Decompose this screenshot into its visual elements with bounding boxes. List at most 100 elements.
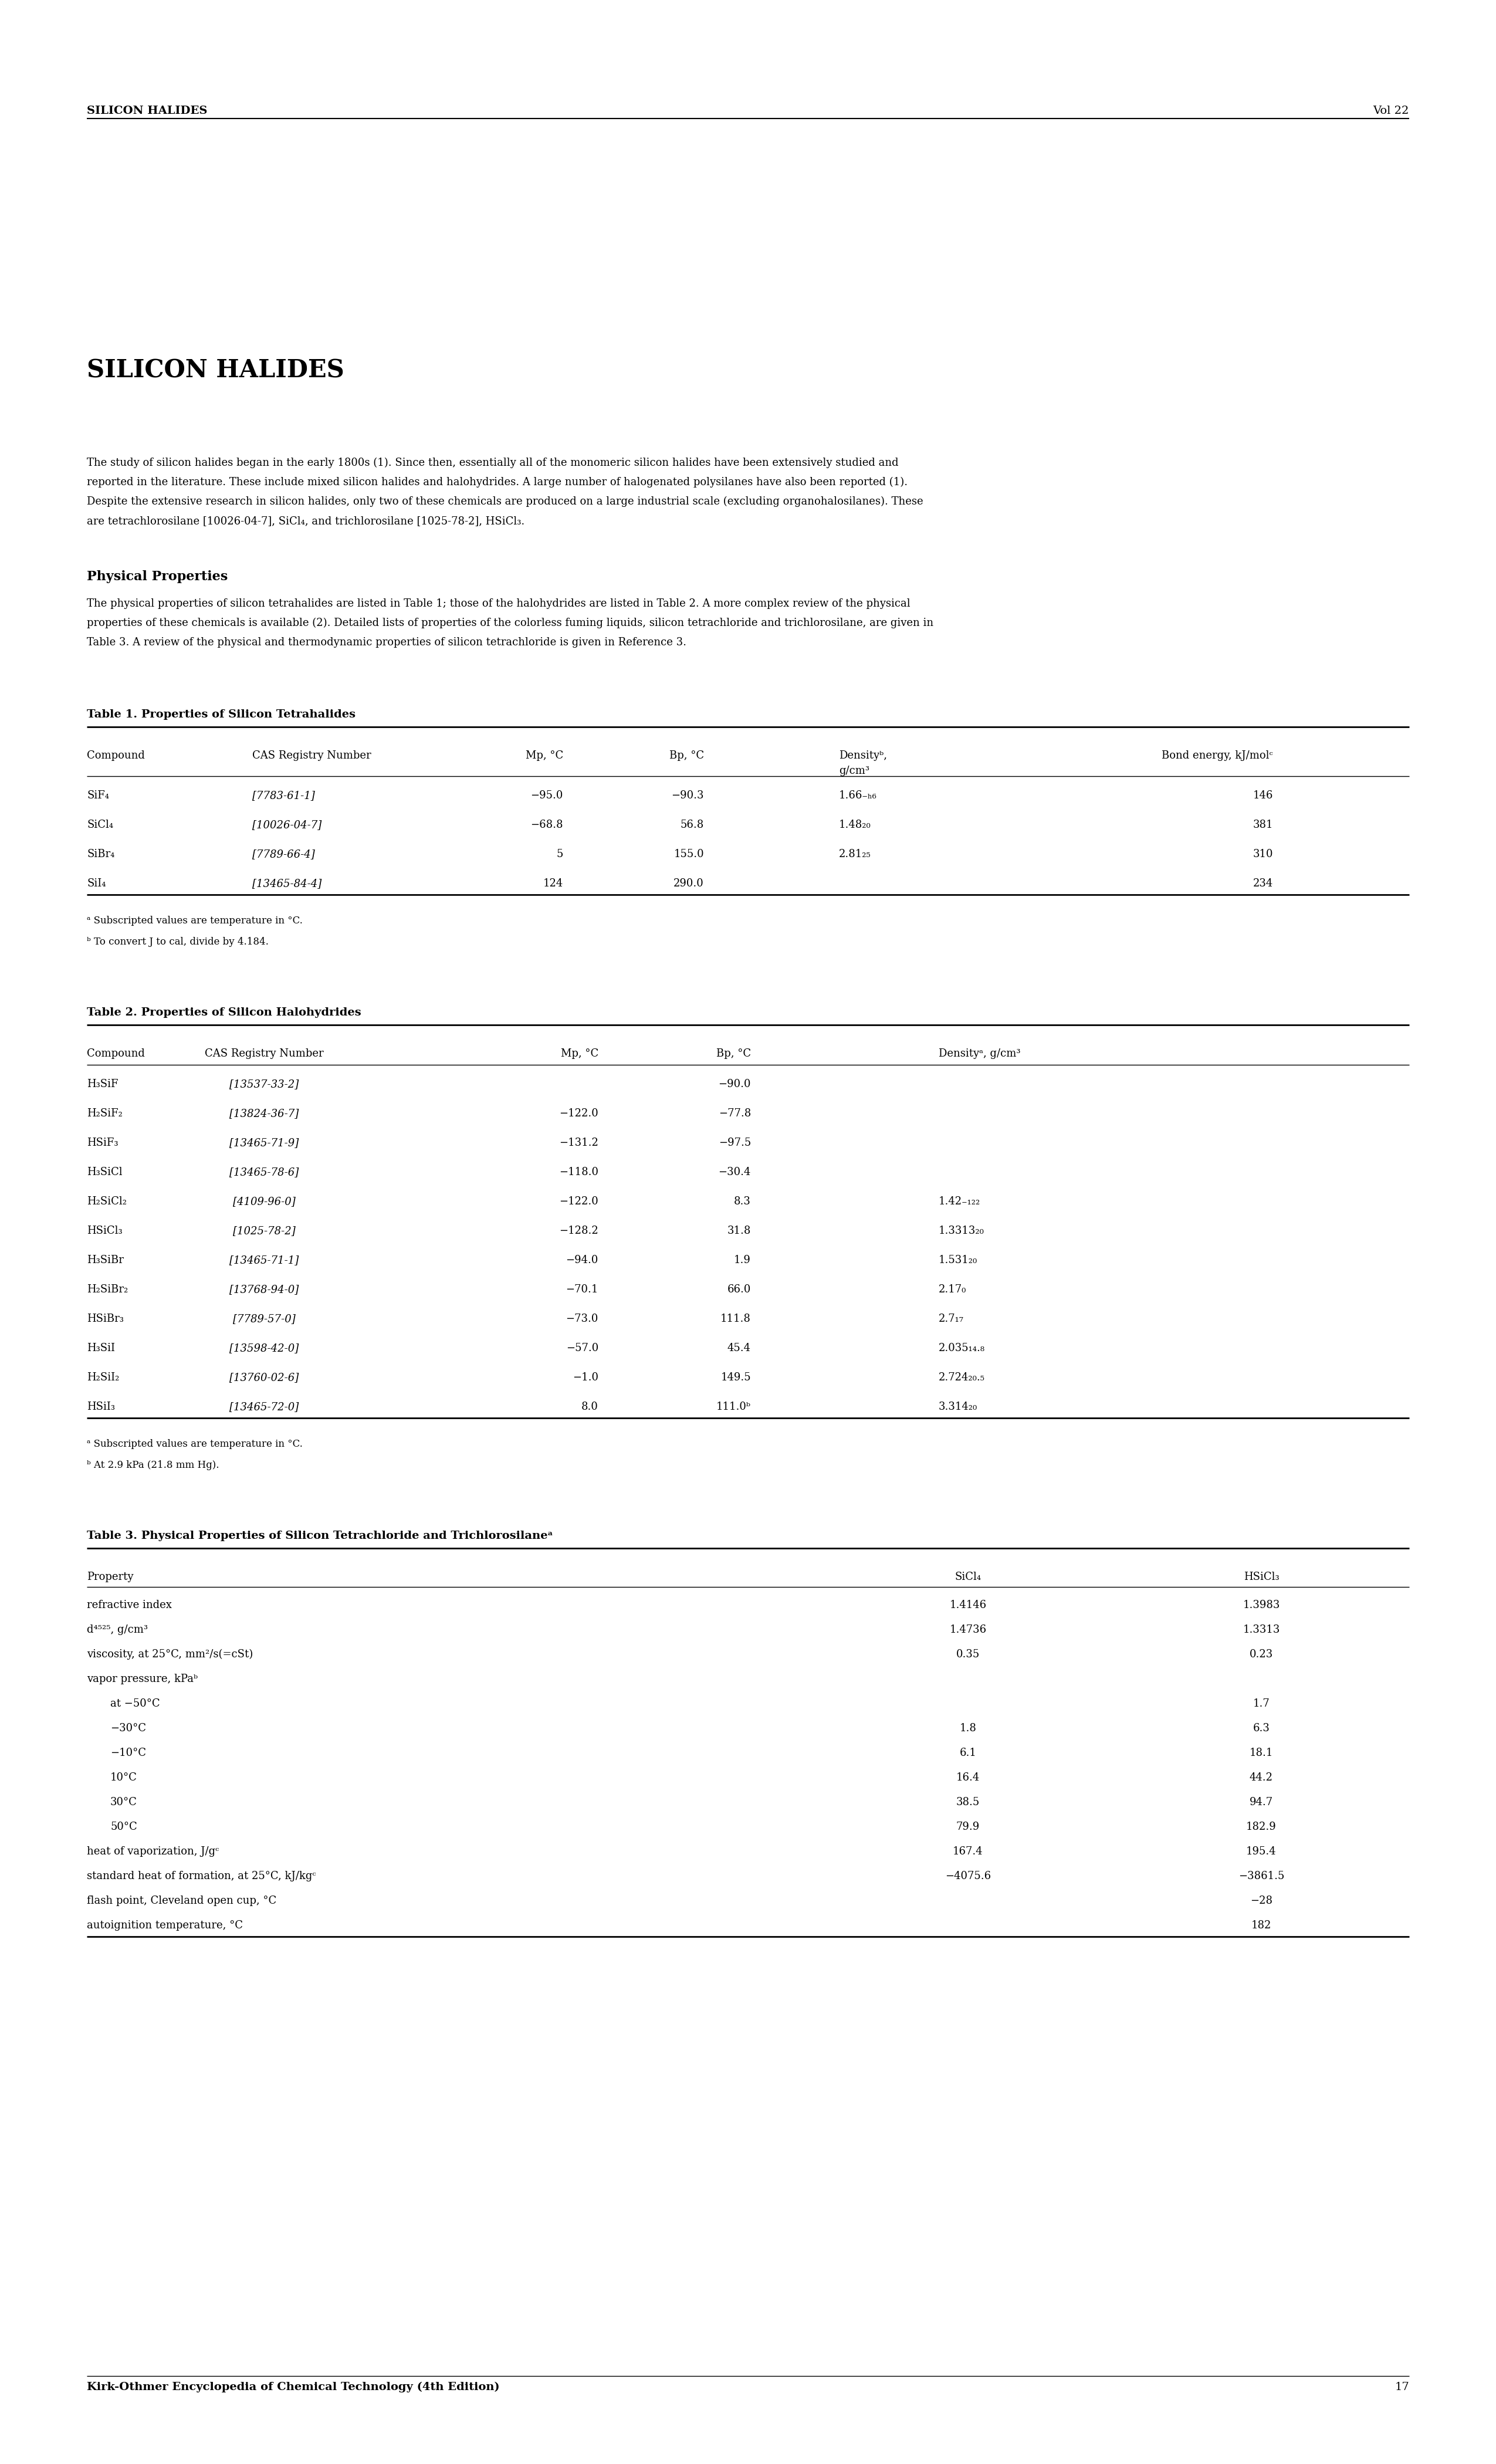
Text: 18.1: 18.1 (1249, 1747, 1273, 1759)
Text: 1.4146: 1.4146 (950, 1599, 986, 1611)
Text: 290.0: 290.0 (673, 877, 705, 890)
Text: 1.7: 1.7 (1252, 1698, 1270, 1710)
Text: 56.8: 56.8 (681, 821, 705, 830)
Text: 2.17₀: 2.17₀ (938, 1284, 966, 1294)
Text: 381: 381 (1252, 821, 1273, 830)
Text: H₂SiF₂: H₂SiF₂ (87, 1109, 123, 1119)
Text: 155.0: 155.0 (673, 850, 705, 860)
Text: SILICON HALIDES: SILICON HALIDES (87, 357, 344, 382)
Text: Property: Property (87, 1572, 133, 1582)
Text: viscosity, at 25°C, mm²/s(=cSt): viscosity, at 25°C, mm²/s(=cSt) (87, 1648, 253, 1661)
Text: Table 3. A review of the physical and thermodynamic properties of silicon tetrac: Table 3. A review of the physical and th… (87, 638, 687, 648)
Text: ᵃ Subscripted values are temperature in °C.: ᵃ Subscripted values are temperature in … (87, 917, 302, 926)
Text: 195.4: 195.4 (1246, 1846, 1276, 1858)
Text: H₃SiBr: H₃SiBr (87, 1254, 124, 1266)
Text: [13760-02-6]: [13760-02-6] (229, 1372, 299, 1382)
Text: [13768-94-0]: [13768-94-0] (229, 1284, 299, 1294)
Text: The study of silicon halides began in the early 1800s (1). Since then, essential: The study of silicon halides began in th… (87, 458, 899, 468)
Text: ᵇ At 2.9 kPa (21.8 mm Hg).: ᵇ At 2.9 kPa (21.8 mm Hg). (87, 1461, 218, 1471)
Text: Densityᵃ, g/cm³: Densityᵃ, g/cm³ (938, 1047, 1020, 1060)
Text: [13465-72-0]: [13465-72-0] (229, 1402, 299, 1412)
Text: Mp, °C: Mp, °C (525, 752, 562, 761)
Text: HSiF₃: HSiF₃ (87, 1138, 118, 1148)
Text: HSiCl₃: HSiCl₃ (87, 1225, 123, 1237)
Text: 30°C: 30°C (111, 1796, 138, 1809)
Text: SiCl₄: SiCl₄ (954, 1572, 981, 1582)
Text: 167.4: 167.4 (953, 1846, 983, 1858)
Text: 6.1: 6.1 (959, 1747, 977, 1759)
Text: 6.3: 6.3 (1252, 1722, 1270, 1735)
Text: −128.2: −128.2 (560, 1225, 598, 1237)
Text: properties of these chemicals is available (2). Detailed lists of properties of : properties of these chemicals is availab… (87, 618, 934, 628)
Text: g/cm³: g/cm³ (839, 766, 869, 776)
Text: 2.724₂₀.₅: 2.724₂₀.₅ (938, 1372, 984, 1382)
Text: 31.8: 31.8 (727, 1225, 751, 1237)
Text: Physical Properties: Physical Properties (87, 569, 227, 584)
Text: 2.7₁₇: 2.7₁₇ (938, 1313, 963, 1323)
Text: Table 2. Properties of Silicon Halohydrides: Table 2. Properties of Silicon Halohydri… (87, 1008, 361, 1018)
Text: Table 1. Properties of Silicon Tetrahalides: Table 1. Properties of Silicon Tetrahali… (87, 710, 356, 719)
Text: Vol 22: Vol 22 (1373, 106, 1409, 116)
Text: −118.0: −118.0 (560, 1168, 598, 1178)
Text: 1.8: 1.8 (959, 1722, 977, 1735)
Text: −30°C: −30°C (111, 1722, 147, 1735)
Text: 44.2: 44.2 (1249, 1772, 1273, 1784)
Text: 16.4: 16.4 (956, 1772, 980, 1784)
Text: SiI₄: SiI₄ (87, 877, 106, 890)
Text: 8.3: 8.3 (735, 1195, 751, 1207)
Text: [4109-96-0]: [4109-96-0] (233, 1195, 295, 1207)
Text: H₂SiI₂: H₂SiI₂ (87, 1372, 120, 1382)
Text: H₃SiI: H₃SiI (87, 1343, 115, 1353)
Text: Kirk-Othmer Encyclopedia of Chemical Technology (4th Edition): Kirk-Othmer Encyclopedia of Chemical Tec… (87, 2383, 500, 2393)
Text: H₂SiCl₂: H₂SiCl₂ (87, 1195, 127, 1207)
Text: vapor pressure, kPaᵇ: vapor pressure, kPaᵇ (87, 1673, 197, 1685)
Text: 1.531₂₀: 1.531₂₀ (938, 1254, 977, 1266)
Text: heat of vaporization, J/gᶜ: heat of vaporization, J/gᶜ (87, 1846, 218, 1858)
Text: 182: 182 (1251, 1919, 1272, 1932)
Text: 1.3983: 1.3983 (1243, 1599, 1281, 1611)
Text: 111.0ᵇ: 111.0ᵇ (717, 1402, 751, 1412)
Text: −122.0: −122.0 (560, 1109, 598, 1119)
Text: CAS Registry Number: CAS Registry Number (205, 1047, 323, 1060)
Text: −97.5: −97.5 (718, 1138, 751, 1148)
Text: −122.0: −122.0 (560, 1195, 598, 1207)
Text: −57.0: −57.0 (565, 1343, 598, 1353)
Text: [13824-36-7]: [13824-36-7] (229, 1109, 299, 1119)
Text: −94.0: −94.0 (565, 1254, 598, 1266)
Text: −131.2: −131.2 (560, 1138, 598, 1148)
Text: HSiI₃: HSiI₃ (87, 1402, 115, 1412)
Text: 94.7: 94.7 (1249, 1796, 1273, 1809)
Text: −1.0: −1.0 (573, 1372, 598, 1382)
Text: H₃SiF: H₃SiF (87, 1079, 118, 1089)
Text: −90.0: −90.0 (718, 1079, 751, 1089)
Text: SILICON HALIDES: SILICON HALIDES (87, 106, 208, 116)
Text: 38.5: 38.5 (956, 1796, 980, 1809)
Text: −4075.6: −4075.6 (945, 1870, 990, 1882)
Text: ᵃ Subscripted values are temperature in °C.: ᵃ Subscripted values are temperature in … (87, 1439, 302, 1449)
Text: CAS Registry Number: CAS Registry Number (253, 752, 371, 761)
Text: 0.35: 0.35 (956, 1648, 980, 1661)
Text: 79.9: 79.9 (956, 1821, 980, 1833)
Text: Bond energy, kJ/molᶜ: Bond energy, kJ/molᶜ (1162, 752, 1273, 761)
Text: [13465-84-4]: [13465-84-4] (253, 877, 322, 890)
Text: 182.9: 182.9 (1246, 1821, 1276, 1833)
Text: 1.3313: 1.3313 (1243, 1624, 1281, 1636)
Text: 3.314₂₀: 3.314₂₀ (938, 1402, 977, 1412)
Text: 1.42₋₁₂₂: 1.42₋₁₂₂ (938, 1195, 980, 1207)
Text: 1.66₋ₕ₆: 1.66₋ₕ₆ (839, 791, 877, 801)
Text: Mp, °C: Mp, °C (561, 1047, 598, 1060)
Text: Bp, °C: Bp, °C (669, 752, 705, 761)
Text: 1.4736: 1.4736 (950, 1624, 986, 1636)
Text: 45.4: 45.4 (727, 1343, 751, 1353)
Text: [13465-71-9]: [13465-71-9] (229, 1138, 299, 1148)
Text: reported in the literature. These include mixed silicon halides and halohydrides: reported in the literature. These includ… (87, 478, 908, 488)
Text: The physical properties of silicon tetrahalides are listed in Table 1; those of : The physical properties of silicon tetra… (87, 599, 910, 609)
Text: Densityᵇ,: Densityᵇ, (839, 752, 887, 761)
Text: SiBr₄: SiBr₄ (87, 850, 115, 860)
Text: HSiCl₃: HSiCl₃ (1243, 1572, 1279, 1582)
Text: [7783-61-1]: [7783-61-1] (253, 791, 314, 801)
Text: 2.81₂₅: 2.81₂₅ (839, 850, 871, 860)
Text: [1025-78-2]: [1025-78-2] (233, 1225, 295, 1237)
Text: −90.3: −90.3 (672, 791, 705, 801)
Text: [13598-42-0]: [13598-42-0] (229, 1343, 299, 1353)
